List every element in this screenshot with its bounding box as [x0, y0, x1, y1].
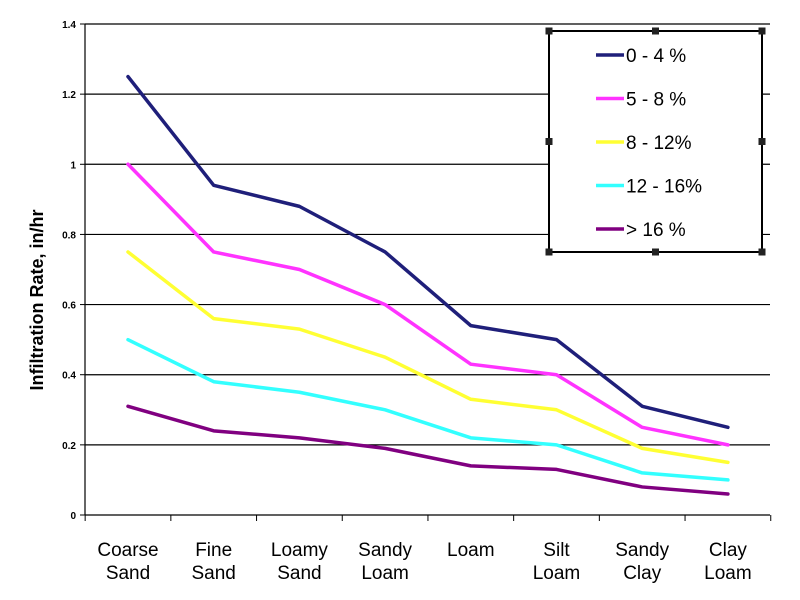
y-tick-label: 1.4 — [62, 20, 76, 31]
legend-entry: 8 - 12% — [626, 133, 692, 154]
legend: 0 - 4 % 5 - 8 % 8 - 12% 12 - 16% > 16 % — [545, 27, 766, 256]
selection-handle[interactable] — [545, 248, 553, 256]
y-tick-labels: 0 0.2 0.4 0.6 0.8 1 1.2 1.4 — [62, 20, 76, 522]
series-line-2 — [126, 250, 730, 465]
x-category-label: Silt Loam — [533, 540, 581, 584]
legend-entry: 0 - 4 % — [626, 46, 686, 67]
legend-entry: 12 - 16% — [626, 177, 702, 198]
selection-handle[interactable] — [758, 248, 766, 256]
x-category-label: Sandy Loam — [358, 540, 412, 584]
x-category-label: Fine Sand — [192, 540, 236, 584]
x-category-label: Coarse Sand — [97, 540, 158, 584]
series-lines — [126, 74, 730, 496]
selection-handle[interactable] — [652, 27, 659, 35]
legend-entry: 5 - 8 % — [626, 90, 686, 111]
x-category-label: Sandy Clay — [615, 540, 669, 584]
x-category-labels: Coarse Sand Fine Sand Loamy Sand Sandy Loam Loam… — [97, 540, 751, 584]
y-tick-label: 0.6 — [62, 301, 76, 312]
legend-box — [548, 30, 763, 253]
y-tick-label: 0.8 — [62, 230, 76, 241]
series-line-3 — [126, 337, 730, 482]
y-tick-label: 1.2 — [62, 90, 76, 101]
y-axis-title: Infiltration Rate, in/hr — [27, 209, 47, 390]
x-category-label: Loamy Sand — [271, 540, 329, 584]
y-tick-label: 0.2 — [62, 441, 76, 452]
y-tick-label: 0.4 — [62, 371, 76, 382]
series-line-1 — [126, 162, 730, 447]
series-line-0 — [126, 74, 730, 430]
series-line-4 — [126, 404, 730, 496]
y-tick-label: 1 — [70, 160, 76, 171]
selection-handle[interactable] — [545, 138, 553, 145]
selection-handle[interactable] — [758, 138, 766, 145]
legend-entry: > 16 % — [626, 220, 686, 241]
y-tick-label: 0 — [70, 511, 76, 522]
selection-handle[interactable] — [758, 27, 766, 35]
selection-handle[interactable] — [545, 27, 553, 35]
x-category-label: Loam — [447, 540, 495, 561]
axes — [80, 23, 772, 521]
selection-handle[interactable] — [652, 248, 659, 256]
x-category-label: Clay Loam — [704, 540, 752, 584]
